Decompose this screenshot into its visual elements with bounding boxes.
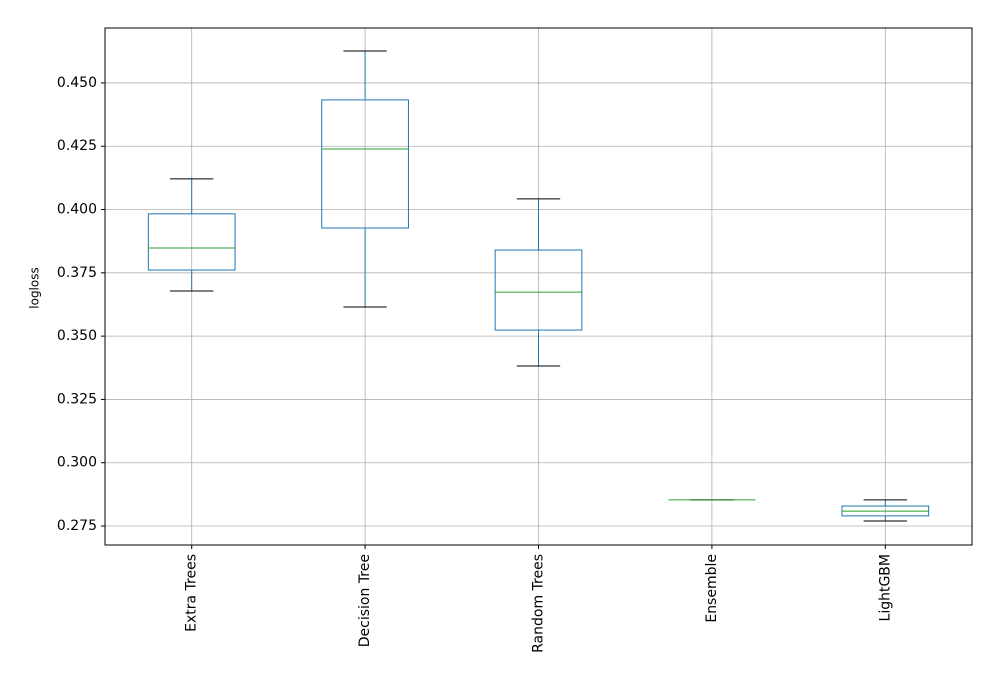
x-tick-label: Decision Tree bbox=[357, 554, 373, 647]
box bbox=[321, 99, 409, 229]
x-tick-label: Ensemble bbox=[704, 554, 720, 623]
y-axis-label: logloss bbox=[28, 267, 42, 308]
box bbox=[147, 213, 236, 271]
y-tick-label: 0.375 bbox=[57, 265, 97, 281]
y-tick-label: 0.275 bbox=[57, 518, 97, 534]
x-tick-label: Random Trees bbox=[531, 554, 547, 653]
y-tick-label: 0.400 bbox=[57, 202, 97, 218]
x-tick-label: LightGBM bbox=[877, 554, 893, 621]
y-tick-label: 0.450 bbox=[57, 75, 97, 91]
y-tick-label: 0.325 bbox=[57, 391, 97, 407]
y-tick-label: 0.425 bbox=[57, 138, 97, 154]
x-tick-label: Extra Trees bbox=[184, 554, 200, 632]
y-tick-label: 0.300 bbox=[57, 455, 97, 471]
box bbox=[494, 249, 583, 331]
plot-frame bbox=[104, 27, 973, 546]
y-tick-label: 0.350 bbox=[57, 328, 97, 344]
